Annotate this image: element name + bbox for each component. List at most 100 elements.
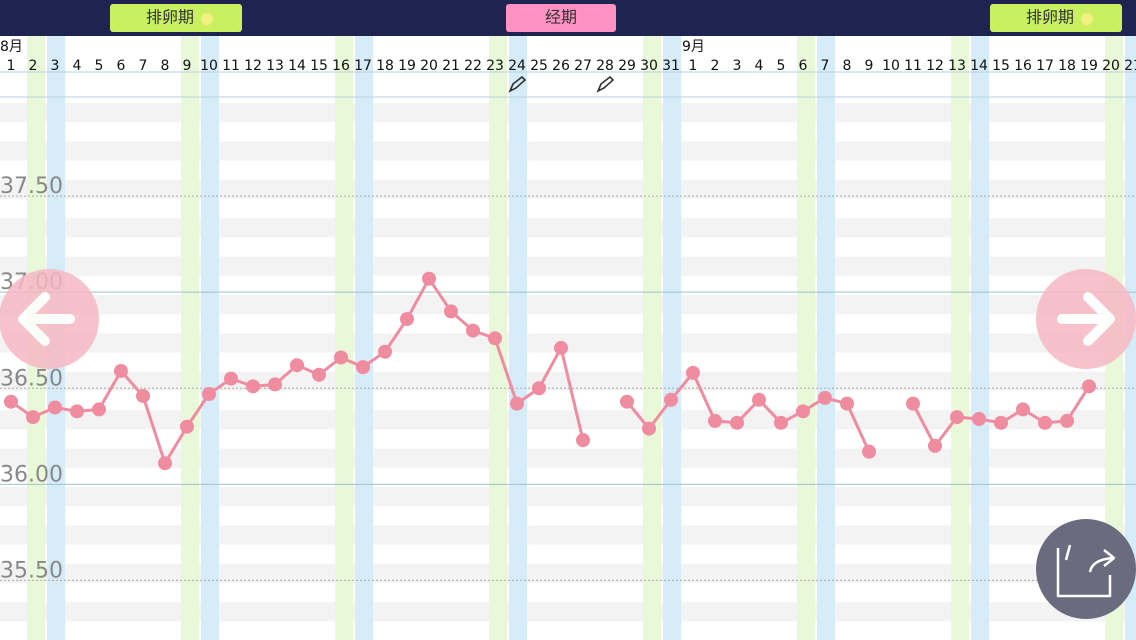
egg-icon — [201, 13, 213, 25]
temperature-point — [510, 396, 524, 411]
temperature-point — [1060, 413, 1074, 428]
x-tick-label: 12 — [926, 58, 944, 74]
temperature-point — [92, 402, 106, 417]
temperature-point — [70, 404, 84, 419]
x-tick-label: 3 — [51, 58, 60, 74]
temperature-point — [312, 367, 326, 382]
x-tick-label: 10 — [200, 58, 218, 74]
x-tick-label: 28 — [596, 58, 614, 74]
y-tick-label: 36.50 — [0, 366, 63, 391]
week-stripe — [181, 36, 199, 640]
x-tick-label: 18 — [1058, 58, 1076, 74]
week-stripe — [971, 36, 989, 640]
x-tick-label: 4 — [73, 58, 82, 74]
next-button[interactable] — [1036, 269, 1136, 369]
week-stripe — [663, 36, 681, 640]
x-tick-label: 17 — [1036, 58, 1054, 74]
x-tick-label: 2 — [29, 58, 38, 74]
temperature-point — [994, 415, 1008, 430]
x-tick-label: 26 — [552, 58, 570, 74]
temperature-point — [906, 396, 920, 411]
x-tick-label: 10 — [882, 58, 900, 74]
temperature-point — [862, 444, 876, 459]
x-tick-label: 15 — [992, 58, 1010, 74]
temperature-point — [950, 410, 964, 425]
temperature-point — [422, 271, 436, 286]
x-tick-label: 9 — [865, 58, 874, 74]
x-tick-label: 4 — [755, 58, 764, 74]
month-label: 9月 — [682, 39, 705, 55]
temperature-point — [4, 394, 18, 409]
y-tick-label: 35.50 — [0, 558, 63, 583]
week-stripe — [643, 36, 661, 640]
x-tick-label: 13 — [266, 58, 284, 74]
note-icon[interactable] — [596, 75, 615, 93]
y-tick-label: 37.50 — [0, 174, 63, 199]
x-tick-label: 18 — [376, 58, 394, 74]
x-tick-label: 27 — [574, 58, 592, 74]
x-tick-label: 1 — [689, 58, 698, 74]
ovulation-label: 排卵期 — [1026, 8, 1074, 27]
prev-button[interactable] — [0, 269, 99, 369]
week-stripe — [355, 36, 373, 640]
x-tick-label: 14 — [288, 58, 306, 74]
temperature-point — [1016, 402, 1030, 417]
x-tick-label: 21 — [1124, 58, 1136, 74]
temperature-point — [444, 304, 458, 319]
temperature-point — [202, 387, 216, 402]
temperature-point — [268, 377, 282, 392]
x-tick-label: 12 — [244, 58, 262, 74]
temperature-point — [290, 358, 304, 373]
temperature-point — [136, 388, 150, 403]
x-tick-label: 13 — [948, 58, 966, 74]
temperature-point — [1082, 379, 1096, 394]
ovulation-button[interactable] — [110, 4, 242, 32]
temperature-point — [224, 371, 238, 386]
x-tick-label: 8 — [161, 58, 170, 74]
x-tick-label: 3 — [733, 58, 742, 74]
x-tick-label: 7 — [139, 58, 148, 74]
temperature-point — [972, 412, 986, 427]
ovulation-button[interactable] — [990, 4, 1122, 32]
x-tick-label: 19 — [398, 58, 416, 74]
period-button[interactable] — [506, 4, 616, 32]
x-tick-label: 21 — [442, 58, 460, 74]
x-tick-label: 16 — [332, 58, 350, 74]
temperature-point — [334, 350, 348, 365]
x-tick-label: 24 — [508, 58, 526, 74]
note-icon[interactable] — [508, 75, 527, 93]
temperature-point — [752, 392, 766, 407]
week-stripe — [817, 36, 835, 640]
temperature-point — [532, 381, 546, 396]
x-tick-label: 19 — [1080, 58, 1098, 74]
x-tick-label: 2 — [711, 58, 720, 74]
x-tick-label: 20 — [1102, 58, 1120, 74]
temperature-point — [686, 365, 700, 380]
temperature-point — [158, 456, 172, 471]
x-tick-label: 5 — [777, 58, 786, 74]
x-tick-label: 6 — [117, 58, 126, 74]
egg-icon — [1081, 13, 1093, 25]
temperature-point — [466, 323, 480, 338]
x-tick-label: 1 — [7, 58, 16, 74]
x-tick-label: 7 — [821, 58, 830, 74]
week-stripe — [335, 36, 353, 640]
x-tick-label: 11 — [222, 58, 240, 74]
x-tick-label: 31 — [662, 58, 680, 74]
temperature-point — [774, 415, 788, 430]
temperature-point — [400, 312, 414, 327]
temperature-point — [1038, 415, 1052, 430]
ovulation-label: 排卵期 — [146, 8, 194, 27]
week-stripe — [201, 36, 219, 640]
temperature-point — [796, 404, 810, 419]
x-tick-label: 23 — [486, 58, 504, 74]
temperature-point — [818, 390, 832, 405]
x-tick-label: 5 — [95, 58, 104, 74]
x-tick-label: 8 — [843, 58, 852, 74]
x-tick-label: 14 — [970, 58, 988, 74]
temperature-point — [928, 438, 942, 453]
week-stripe — [509, 36, 527, 640]
share-button[interactable] — [1036, 519, 1136, 619]
temperature-point — [840, 396, 854, 411]
